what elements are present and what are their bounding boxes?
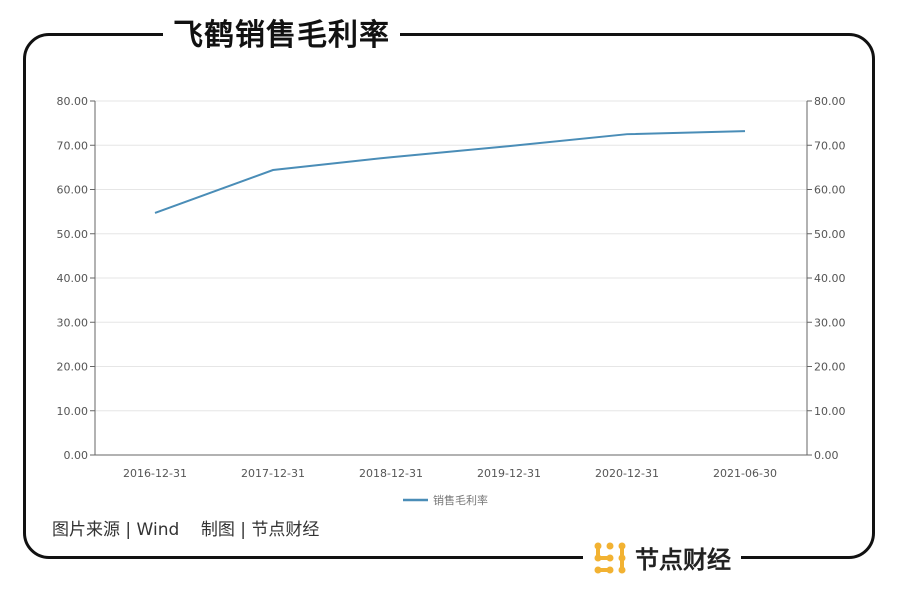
y-tick-label: 20.00 <box>57 361 89 374</box>
x-tick-label: 2016-12-31 <box>123 467 187 480</box>
y-tick-label: 80.00 <box>57 95 89 108</box>
x-tick-label: 2017-12-31 <box>241 467 305 480</box>
source-text: 图片来源 | Wind 制图 | 节点财经 <box>52 520 320 540</box>
y2-tick-label: 80.00 <box>814 95 846 108</box>
y-tick-label: 10.00 <box>57 405 89 418</box>
brand: 节点财经 <box>583 540 741 575</box>
y-tick-label: 40.00 <box>57 272 89 285</box>
y2-tick-label: 50.00 <box>814 228 846 241</box>
y-tick-label: 60.00 <box>57 184 89 197</box>
frame <box>23 33 875 559</box>
series-line <box>154 130 746 214</box>
brand-logo-icon <box>594 542 626 573</box>
x-tick-label: 2018-12-31 <box>359 467 423 480</box>
page-title: 飞鹤销售毛利率 <box>163 10 400 54</box>
y2-tick-label: 70.00 <box>814 139 846 152</box>
y2-tick-label: 10.00 <box>814 405 846 418</box>
brand-name: 节点财经 <box>635 546 731 574</box>
y2-tick-label: 60.00 <box>814 184 846 197</box>
y-tick-label: 50.00 <box>57 228 89 241</box>
y2-tick-label: 20.00 <box>814 361 846 374</box>
x-tick-label: 2019-12-31 <box>477 467 541 480</box>
y-tick-label: 30.00 <box>57 316 89 329</box>
y2-tick-label: 0.00 <box>814 449 839 462</box>
y-tick-label: 70.00 <box>57 139 89 152</box>
x-tick-label: 2021-06-30 <box>713 467 777 480</box>
y2-tick-label: 40.00 <box>814 272 846 285</box>
x-tick-label: 2020-12-31 <box>595 467 659 480</box>
y-tick-label: 0.00 <box>64 449 89 462</box>
y2-tick-label: 30.00 <box>814 316 846 329</box>
legend-label: 销售毛利率 <box>433 493 488 507</box>
